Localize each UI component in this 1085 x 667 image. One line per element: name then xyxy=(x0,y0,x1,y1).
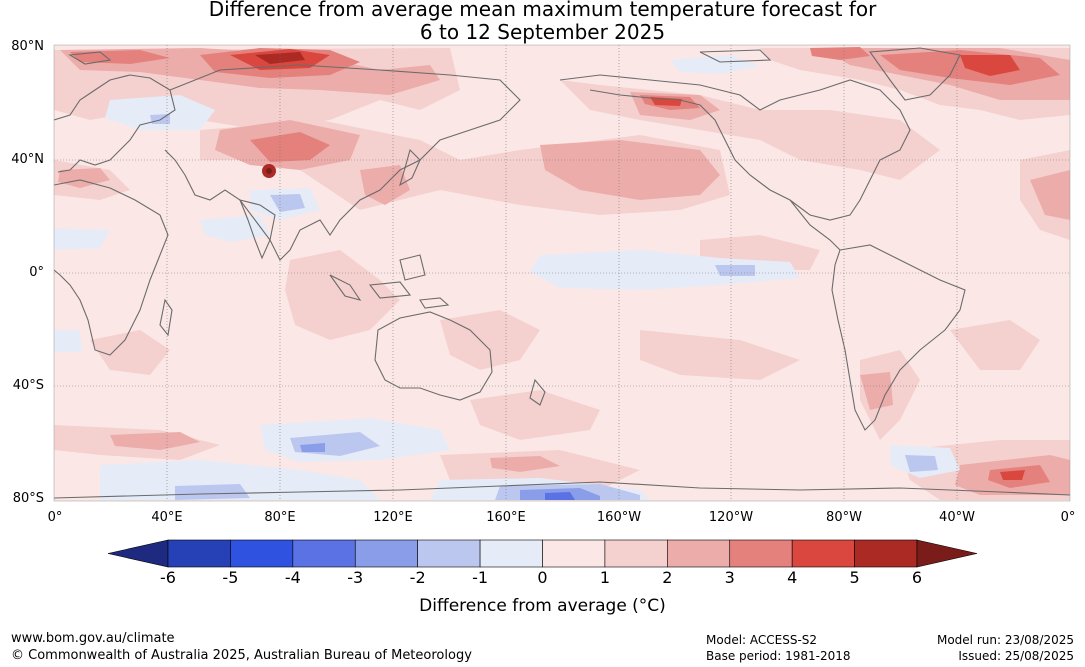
lon-label-40e: 40°E xyxy=(151,510,183,525)
colorbar-extend-min xyxy=(107,539,169,568)
colorbar-tick-label: -1 xyxy=(472,568,489,587)
colorbar-swatch xyxy=(729,539,793,568)
colorbar-extend-max xyxy=(916,539,978,568)
anomaly-extreme-spot xyxy=(266,168,272,174)
colorbar-swatch xyxy=(604,539,668,568)
colorbar-swatch xyxy=(230,539,294,568)
colorbar-swatch xyxy=(667,539,731,568)
map-graticule xyxy=(54,45,1070,501)
lon-label-120e: 120°E xyxy=(373,510,413,525)
colorbar-swatch xyxy=(292,539,356,568)
colorbar-tick-label: 5 xyxy=(849,568,860,587)
colorbar-swatch xyxy=(791,539,855,568)
colorbar-tick-label: 0 xyxy=(537,568,548,587)
lon-label-120w: 120°W xyxy=(708,510,754,525)
colorbar-tick-label: 6 xyxy=(911,568,923,587)
colorbar-swatch xyxy=(854,539,918,568)
coastlines xyxy=(54,47,1070,499)
lon-label-40w: 40°W xyxy=(939,510,975,525)
colorbar-label: Difference from average (°C) xyxy=(419,596,666,616)
lon-label-80w: 80°W xyxy=(826,510,862,525)
map-title-line-2: 6 to 12 September 2025 xyxy=(419,20,666,44)
lon-label-0-right: 0° xyxy=(1060,510,1076,525)
anomaly-minus-3-to-minus-4-regions xyxy=(545,492,575,500)
lat-label-40s: 40°S xyxy=(12,378,44,393)
colorbar-tick-label: -3 xyxy=(347,568,364,587)
colorbar xyxy=(107,539,978,568)
colorbar-swatch xyxy=(479,539,543,568)
lon-label-160w: 160°W xyxy=(596,510,642,525)
footer-url: www.bom.gov.au/climate xyxy=(11,631,175,646)
colorbar-swatch xyxy=(354,539,418,568)
colorbar-tick-label: 1 xyxy=(599,568,610,587)
lat-label-0: 0° xyxy=(29,265,44,280)
lon-label-0-left: 0° xyxy=(47,510,63,525)
footer-copyright: © Commonwealth of Australia 2025, Austra… xyxy=(11,648,472,663)
colorbar-tick-label: 2 xyxy=(662,568,673,587)
lon-label-80e: 80°E xyxy=(264,510,296,525)
colorbar-tick-label: -4 xyxy=(284,568,301,587)
colorbar-swatch xyxy=(167,539,231,568)
colorbar-swatch xyxy=(417,539,481,568)
lat-label-80n: 80°N xyxy=(11,39,44,54)
footer-issued: Issued: 25/08/2025 xyxy=(958,649,1074,663)
footer-model: Model: ACCESS-S2 xyxy=(706,633,818,647)
colorbar-tick-label: 3 xyxy=(724,568,735,587)
colorbar-tick-label: -5 xyxy=(222,568,239,587)
colorbar-tick-label: -2 xyxy=(409,568,426,587)
colorbar-tick-label: 4 xyxy=(787,568,798,587)
lat-label-80s: 80°S xyxy=(12,491,44,506)
map-title-line-1: Difference from average mean maximum tem… xyxy=(208,0,877,21)
colorbar-swatch xyxy=(542,539,606,568)
lat-label-40n: 40°N xyxy=(11,152,44,167)
footer-base-period: Base period: 1981-2018 xyxy=(706,649,851,663)
footer-model-run: Model run: 23/08/2025 xyxy=(936,633,1074,647)
lon-label-160e: 160°E xyxy=(486,510,526,525)
colorbar-tick-label: -6 xyxy=(160,568,176,587)
